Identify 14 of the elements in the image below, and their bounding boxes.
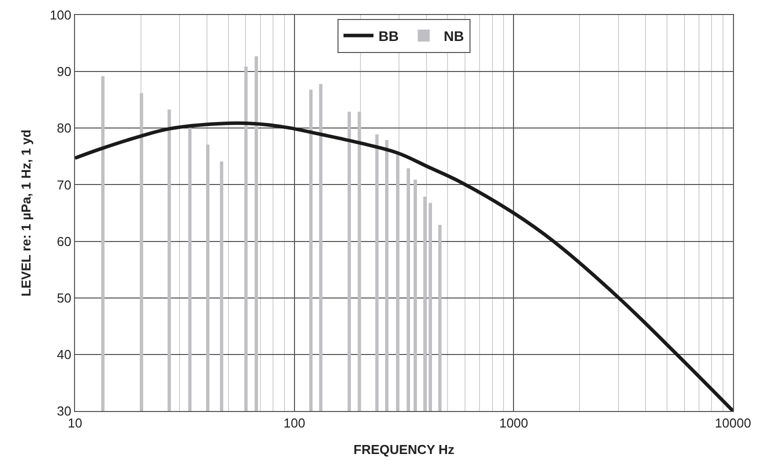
- y-tick-label: 90: [56, 64, 72, 80]
- y-tick-label: 80: [56, 120, 72, 136]
- y-tick-label: 50: [56, 290, 72, 306]
- x-tick-label: 10000: [714, 416, 752, 431]
- y-tick-label: 70: [56, 177, 72, 192]
- x-tick-label: 1000: [499, 416, 528, 431]
- y-tick-label: 100: [50, 8, 72, 23]
- legend-label: NB: [444, 28, 464, 44]
- legend-label: BB: [378, 28, 399, 44]
- x-tick-label: 100: [283, 416, 306, 431]
- y-axis-title: LEVEL re: 1 µPa, 1 Hz, 1 yd: [18, 129, 34, 296]
- x-axis-title: FREQUENCY Hz: [354, 442, 455, 458]
- y-tick-label: 40: [56, 346, 72, 362]
- y-tick-label: 60: [56, 234, 72, 249]
